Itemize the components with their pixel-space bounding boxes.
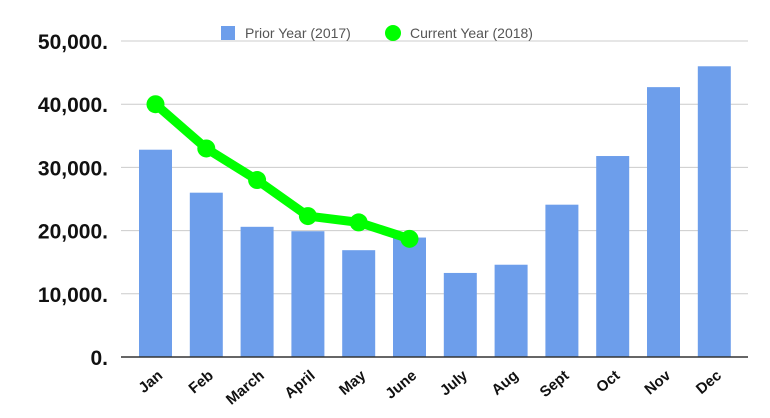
y-tick-label: 30,000.	[38, 157, 108, 180]
bar-prior-year-july	[443, 272, 477, 357]
bar-prior-year-april	[291, 231, 325, 357]
bar-prior-year-nov	[647, 87, 680, 358]
x-axis-ticks: Jan Feb March April May June July Aug Sept Oct Nov…	[135, 367, 725, 409]
point-current-year-jan	[146, 95, 165, 114]
bar-prior-year-june	[393, 237, 426, 357]
point-current-year-may	[349, 213, 368, 232]
bar-prior-year-aug	[494, 264, 528, 357]
x-tick-label: Nov	[641, 367, 674, 399]
bar-prior-year-march	[240, 226, 274, 357]
x-tick-label: May	[336, 367, 370, 399]
bar-prior-year-jan	[139, 149, 172, 357]
bar-prior-year-sept	[545, 204, 579, 357]
bar-prior-year-oct	[596, 156, 630, 357]
bar-prior-year-may	[342, 250, 376, 357]
grid-lines	[121, 40, 748, 295]
y-tick-label: 10,000.	[38, 284, 108, 307]
legend-label-prior-year: Prior Year (2017)	[245, 25, 351, 41]
x-tick-label: Sept	[537, 367, 573, 401]
point-current-year-feb	[197, 139, 216, 158]
legend: Prior Year (2017) Current Year (2018)	[221, 25, 533, 41]
legend-label-current-year: Current Year (2018)	[410, 25, 533, 41]
x-tick-label: April	[281, 367, 318, 402]
bar-prior-year-dec	[697, 66, 731, 357]
y-tick-label: 40,000.	[38, 94, 108, 117]
point-current-year-march	[248, 171, 267, 190]
legend-swatch-prior-year	[221, 26, 235, 40]
current-year-line	[146, 95, 419, 248]
x-tick-label: Dec	[693, 367, 725, 398]
x-tick-label: Feb	[186, 367, 217, 397]
prior-year-bars	[139, 66, 731, 358]
point-current-year-june	[400, 229, 419, 248]
y-tick-label: 50,000.	[38, 31, 108, 54]
x-tick-label: Oct	[593, 367, 623, 396]
x-tick-label: March	[223, 367, 268, 408]
x-tick-label: June	[382, 367, 420, 403]
legend-swatch-current-year	[385, 25, 401, 41]
x-tick-label: Jan	[135, 367, 166, 397]
point-current-year-april	[298, 207, 317, 226]
x-tick-label: July	[437, 367, 471, 400]
x-tick-label: Aug	[488, 367, 521, 399]
y-tick-label: 0.	[90, 347, 108, 370]
y-axis-ticks: 0. 10,000. 20,000. 30,000. 40,000. 50,000.	[38, 31, 108, 370]
y-tick-label: 20,000.	[38, 221, 108, 244]
bar-prior-year-feb	[189, 192, 223, 357]
